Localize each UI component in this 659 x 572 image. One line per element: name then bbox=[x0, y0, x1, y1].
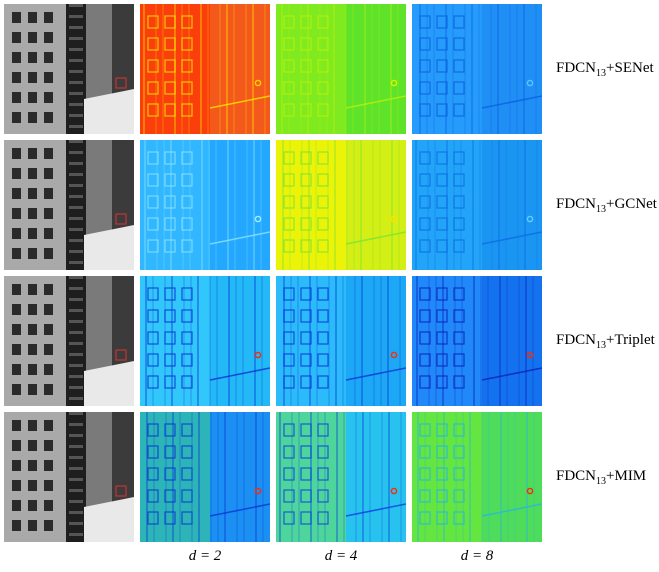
row-label: FDCN13+Triplet bbox=[556, 332, 655, 351]
row-label-base: FDCN bbox=[556, 468, 597, 484]
feature-map bbox=[412, 412, 542, 542]
column-label: d = 4 bbox=[324, 548, 358, 564]
feature-map bbox=[276, 4, 406, 134]
feature-map bbox=[140, 4, 270, 134]
row-label-suffix: +Triplet bbox=[606, 332, 655, 348]
row-label-suffix: +SENet bbox=[606, 60, 654, 76]
feature-map bbox=[140, 412, 270, 542]
column-label: d = 8 bbox=[460, 548, 494, 564]
feature-map bbox=[140, 276, 270, 406]
feature-map bbox=[412, 4, 542, 134]
input-photo bbox=[4, 4, 134, 134]
feature-map bbox=[276, 276, 406, 406]
row-label-base: FDCN bbox=[556, 332, 597, 348]
input-photo bbox=[4, 276, 134, 406]
row-label-sub: 13 bbox=[596, 68, 607, 79]
row-label-suffix: +GCNet bbox=[606, 196, 657, 212]
feature-map bbox=[276, 412, 406, 542]
row-label: FDCN13+MIM bbox=[556, 468, 646, 487]
feature-map bbox=[140, 140, 270, 270]
feature-map bbox=[412, 276, 542, 406]
input-photo bbox=[4, 412, 134, 542]
input-photo bbox=[4, 140, 134, 270]
feature-map bbox=[412, 140, 542, 270]
row-label-sub: 13 bbox=[596, 476, 607, 487]
row-label: FDCN13+SENet bbox=[556, 60, 654, 79]
row-label: FDCN13+GCNet bbox=[556, 196, 657, 215]
column-label: d = 2 bbox=[188, 548, 222, 564]
row-label-base: FDCN bbox=[556, 60, 597, 76]
row-label-base: FDCN bbox=[556, 196, 597, 212]
row-label-suffix: +MIM bbox=[606, 468, 647, 484]
row-label-sub: 13 bbox=[596, 340, 607, 351]
feature-map bbox=[276, 140, 406, 270]
row-label-sub: 13 bbox=[596, 204, 607, 215]
